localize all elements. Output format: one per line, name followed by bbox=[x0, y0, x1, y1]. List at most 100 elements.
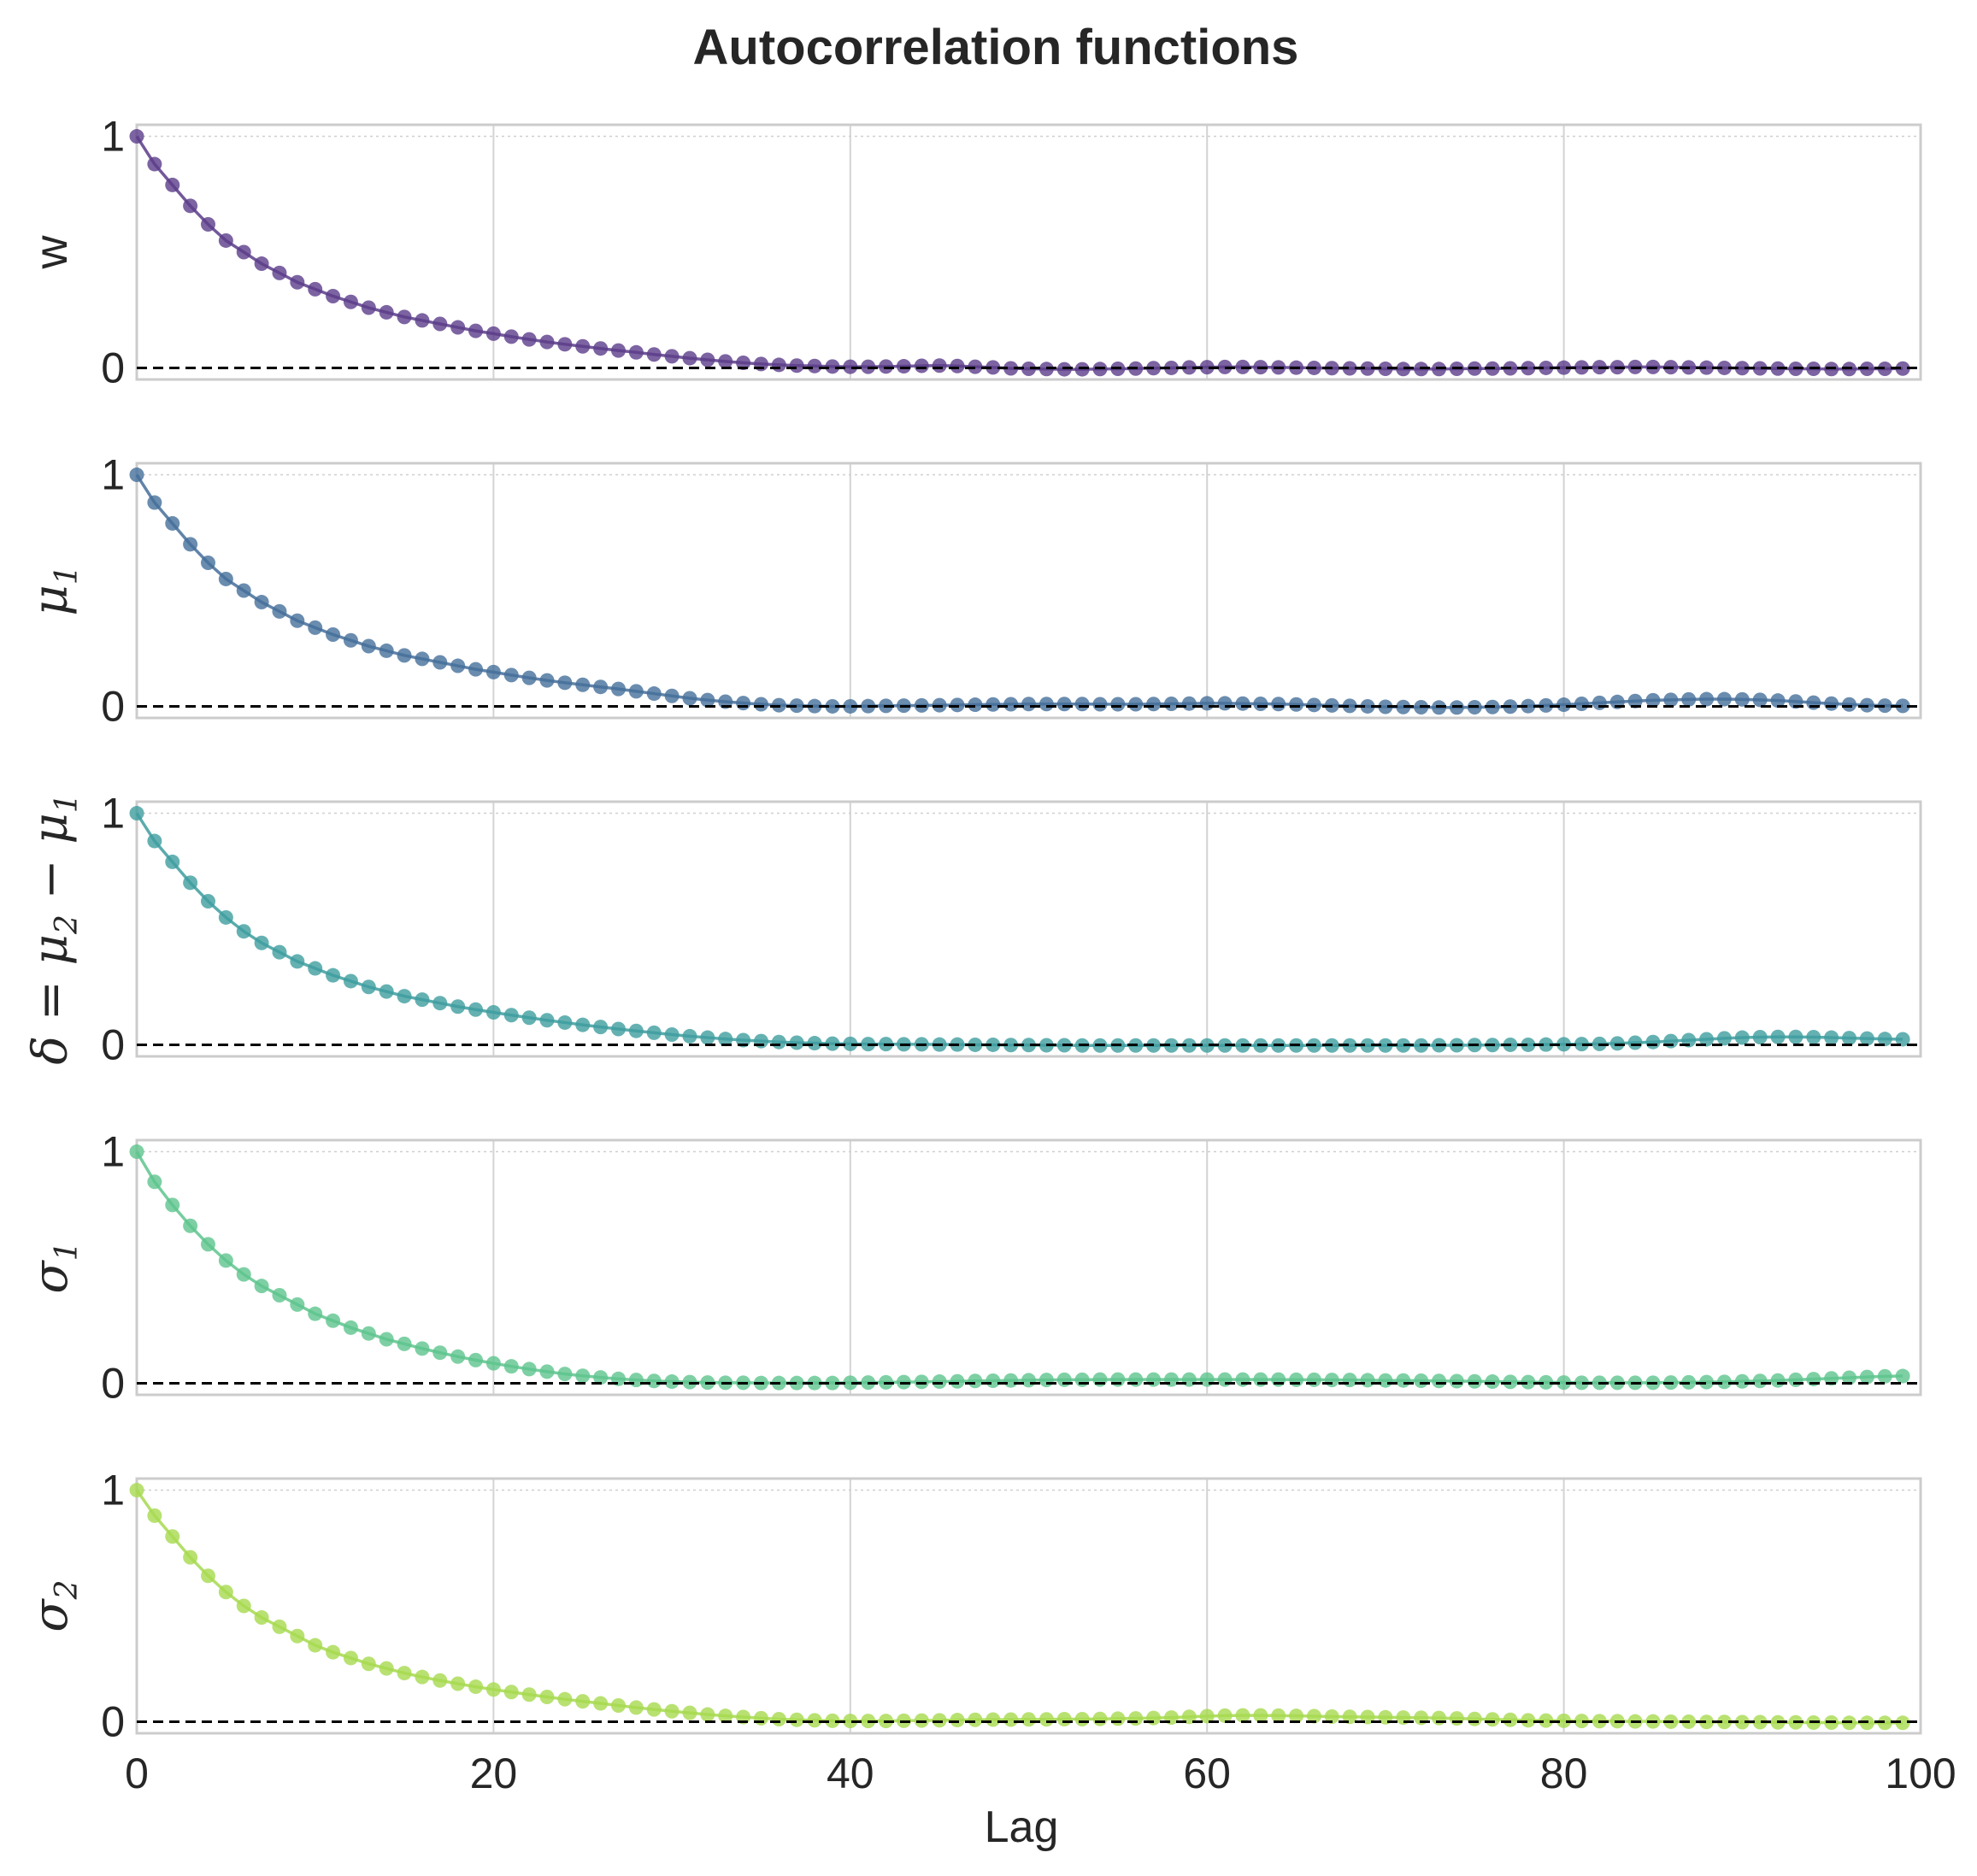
panel-mu1-point-51 bbox=[1039, 697, 1054, 712]
panel-mu1-point-82 bbox=[1592, 695, 1607, 710]
panel-mu1-point-47 bbox=[968, 697, 983, 713]
panel-w-point-68 bbox=[1342, 361, 1357, 376]
xtick-label-100: 100 bbox=[1885, 1750, 1956, 1797]
panel-mu1-point-34 bbox=[736, 696, 751, 711]
panel-sigma1-point-98 bbox=[1877, 1368, 1892, 1384]
panel-mu1-point-90 bbox=[1734, 691, 1750, 707]
panel-delta-point-20 bbox=[485, 1005, 501, 1020]
panel-w-point-79 bbox=[1539, 360, 1554, 375]
panel-sigma1-point-80 bbox=[1556, 1375, 1572, 1391]
panel-mu1-point-23 bbox=[539, 673, 555, 688]
panel-mu1-point-79 bbox=[1539, 697, 1554, 713]
panel-w-point-38 bbox=[807, 358, 822, 373]
panel-mu1-point-27 bbox=[610, 681, 626, 697]
panel-delta-point-0 bbox=[129, 806, 144, 821]
xtick-label-60: 60 bbox=[1183, 1750, 1231, 1797]
panel-delta-point-68 bbox=[1342, 1038, 1357, 1053]
panel-w-point-28 bbox=[628, 344, 644, 360]
panel-sigma1-point-14 bbox=[379, 1332, 394, 1347]
panel-delta-point-69 bbox=[1360, 1038, 1375, 1053]
panel-w-point-49 bbox=[1003, 361, 1019, 376]
panel-w-point-18 bbox=[450, 320, 466, 335]
panel-w-point-10 bbox=[308, 281, 323, 297]
panel-sigma1-point-15 bbox=[397, 1336, 412, 1351]
panel-delta-point-79 bbox=[1539, 1037, 1554, 1052]
panel-mu1-point-63 bbox=[1253, 696, 1268, 711]
panel-w-point-46 bbox=[950, 358, 965, 373]
panel-sigma2-point-23 bbox=[539, 1689, 555, 1704]
panel-sigma1-point-37 bbox=[789, 1375, 804, 1391]
panel-mu1-point-99 bbox=[1895, 698, 1910, 714]
panel-sigma1-point-5 bbox=[218, 1253, 233, 1268]
panel-sigma2-point-19 bbox=[468, 1679, 484, 1695]
panel-sigma1-point-97 bbox=[1859, 1369, 1874, 1385]
panel-delta-point-35 bbox=[753, 1033, 768, 1049]
panel-w-point-25 bbox=[575, 338, 591, 354]
panel-sigma2-point-73 bbox=[1432, 1710, 1447, 1726]
panel-sigma1-point-93 bbox=[1788, 1372, 1803, 1387]
panel-sigma2-point-3 bbox=[183, 1550, 198, 1565]
panel-delta-point-33 bbox=[718, 1032, 733, 1047]
panel-w-point-53 bbox=[1074, 362, 1090, 377]
panel-sigma1-ytick-label-1: 1 bbox=[101, 1128, 125, 1176]
panel-delta-point-7 bbox=[254, 935, 269, 950]
panel-delta-point-23 bbox=[539, 1013, 555, 1028]
panel-sigma2-point-52 bbox=[1056, 1711, 1072, 1726]
panel-w-point-9 bbox=[290, 274, 305, 290]
panel-w-point-36 bbox=[771, 357, 786, 373]
panel-sigma1-point-92 bbox=[1770, 1373, 1786, 1388]
panel-sigma1-point-71 bbox=[1396, 1373, 1411, 1388]
panel-sigma1-point-74 bbox=[1449, 1373, 1464, 1389]
panel-mu1-point-8 bbox=[272, 603, 287, 619]
panel-sigma2-point-46 bbox=[950, 1713, 965, 1728]
panel-delta: 0 1 δ = μ2 − μ1 bbox=[23, 790, 1922, 1068]
panel-w-point-80 bbox=[1556, 360, 1572, 375]
panel-w-point-71 bbox=[1396, 362, 1411, 377]
panel-sigma1-point-7 bbox=[254, 1279, 269, 1294]
panel-sigma2-point-15 bbox=[397, 1666, 412, 1681]
panel-mu1-point-92 bbox=[1770, 693, 1786, 709]
panel-mu1-point-26 bbox=[593, 679, 609, 695]
panel-sigma1-point-60 bbox=[1199, 1372, 1215, 1387]
panel-w-ytick-label-0: 0 bbox=[101, 344, 125, 391]
panel-sigma2-point-11 bbox=[326, 1644, 341, 1660]
panel-sigma2-point-89 bbox=[1716, 1714, 1732, 1730]
panel-sigma1-point-61 bbox=[1217, 1372, 1233, 1387]
panel-delta-point-21 bbox=[503, 1008, 519, 1023]
panel-mu1-point-78 bbox=[1521, 698, 1536, 714]
xtick-label-80: 80 bbox=[1540, 1750, 1588, 1797]
panel-sigma1-point-54 bbox=[1092, 1372, 1108, 1387]
panel-sigma2-point-4 bbox=[200, 1568, 215, 1584]
panel-delta-point-70 bbox=[1378, 1038, 1393, 1053]
panel-sigma1-point-12 bbox=[343, 1320, 358, 1335]
panel-sigma2-point-33 bbox=[718, 1708, 733, 1724]
panel-sigma1-point-55 bbox=[1110, 1372, 1126, 1387]
panel-sigma1: 0 1 σ1 bbox=[23, 1128, 1922, 1407]
panel-w-point-31 bbox=[682, 350, 697, 366]
panel-mu1-point-9 bbox=[290, 613, 305, 628]
panel-delta-point-88 bbox=[1699, 1032, 1715, 1047]
panel-mu1-point-2 bbox=[165, 515, 180, 531]
panel-mu1-point-0 bbox=[129, 468, 144, 483]
panel-sigma2-point-37 bbox=[789, 1712, 804, 1727]
panel-w-point-44 bbox=[914, 358, 929, 373]
panel-w-point-99 bbox=[1895, 361, 1910, 376]
panel-mu1-point-6 bbox=[236, 583, 251, 598]
panel-sigma1-point-91 bbox=[1752, 1373, 1768, 1389]
panel-mu1-point-35 bbox=[753, 697, 768, 712]
panel-sigma1-point-79 bbox=[1539, 1374, 1554, 1390]
panel-mu1-point-69 bbox=[1360, 698, 1375, 714]
panel-mu1-point-7 bbox=[254, 595, 269, 610]
panel-mu1-ytick-label-0: 0 bbox=[101, 682, 125, 730]
panel-w-point-30 bbox=[664, 349, 680, 364]
panel-w-point-33 bbox=[718, 354, 733, 369]
panel-w-point-50 bbox=[1021, 362, 1036, 377]
panel-delta-point-99 bbox=[1895, 1032, 1910, 1047]
panel-w-point-0 bbox=[129, 129, 144, 144]
panels-group: 0 1 w 0 1 μ1 0 1 δ = μ2 − μ1 0 1 σ1 0 1 σ2 0 20 40 60 80 100 bbox=[23, 113, 1956, 1797]
panel-sigma2-point-20 bbox=[485, 1682, 501, 1697]
panel-sigma2-point-29 bbox=[646, 1702, 662, 1717]
panel-delta-point-38 bbox=[807, 1036, 822, 1051]
panel-sigma1-point-40 bbox=[843, 1375, 858, 1391]
panel-w-point-14 bbox=[379, 304, 394, 320]
